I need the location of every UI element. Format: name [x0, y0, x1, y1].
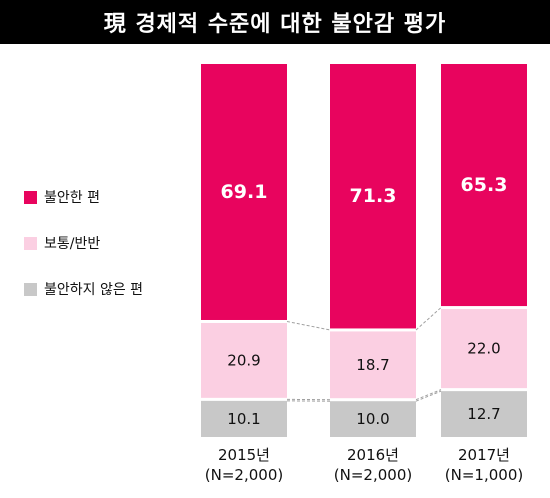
data-label-3-2: 10.0 [356, 410, 389, 428]
connector-line-2-1 [415, 307, 442, 331]
legend-swatch-1 [24, 191, 37, 204]
x-tick-note-1: (N=2,000) [205, 466, 283, 484]
x-tick-label-3: 2017년 [458, 446, 510, 464]
connector-lines [286, 307, 442, 402]
x-tick-label-1: 2015년 [218, 446, 270, 464]
bar-3-1 [201, 400, 287, 437]
legend-swatch-3 [24, 283, 37, 296]
x-tick-note-2: (N=2,000) [334, 466, 412, 484]
data-label-3-1: 10.1 [227, 410, 260, 428]
bar-3-2 [330, 401, 416, 437]
bar-2-2 [330, 331, 416, 399]
legend-label-1: 불안한 편 [44, 190, 100, 206]
data-label-2-1: 20.9 [227, 351, 260, 369]
connector-line-1-1 [286, 320, 331, 331]
data-label-1-1: 69.1 [221, 181, 268, 203]
data-label-2-2: 18.7 [356, 356, 389, 374]
connector-line-2-2 [415, 389, 442, 401]
bar-2-1 [201, 322, 287, 398]
x-tick-label-2: 2016년 [347, 446, 399, 464]
connector-line-2-top3 [415, 390, 442, 402]
data-label-3-3: 12.7 [467, 405, 500, 423]
bar-2-3 [441, 309, 527, 389]
bars: 69.1 20.9 10.1 71.3 18.7 10.0 65.3 22.0 12.7 [201, 64, 527, 437]
legend-label-2: 보통/반반 [44, 236, 100, 252]
bar-1-3 [441, 64, 527, 307]
chart-title: 現 경제적 수준에 대한 불안감 평가 [0, 0, 550, 44]
legend-swatch-2 [24, 237, 37, 250]
data-label-1-3: 65.3 [461, 174, 508, 196]
x-axis-labels: 2015년 (N=2,000) 2016년 (N=2,000) 2017년 (N=1,00… [205, 446, 523, 484]
legend-label-3: 불안하지 않은 편 [44, 282, 143, 298]
data-label-2-3: 22.0 [467, 340, 500, 358]
data-label-1-2: 71.3 [350, 185, 397, 207]
bar-1-2 [330, 64, 416, 329]
bar-3-3 [441, 391, 527, 437]
x-tick-note-3: (N=1,000) [445, 466, 523, 484]
bar-1-1 [201, 64, 287, 320]
